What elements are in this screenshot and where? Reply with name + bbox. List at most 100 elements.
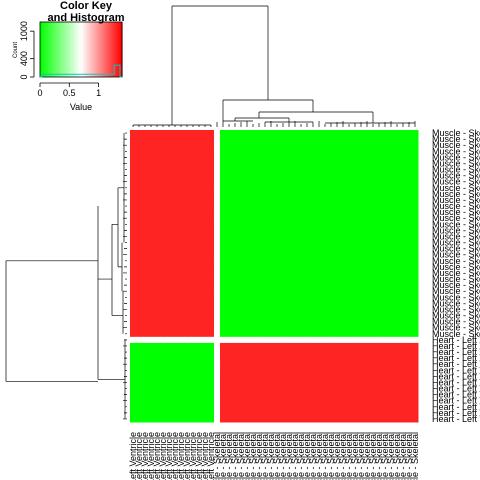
heatmap-cell [244, 342, 251, 350]
heatmap-cell [154, 203, 161, 210]
heatmap-cell [238, 342, 245, 350]
heatmap-cell [214, 282, 221, 289]
heatmap-cell [286, 178, 293, 186]
heatmap-cell [232, 227, 239, 234]
heatmap-cell [352, 269, 359, 277]
heatmap-cell [316, 355, 323, 362]
heatmap-cell [184, 178, 191, 186]
heatmap-cell [298, 415, 305, 423]
heatmap-cell [322, 409, 329, 417]
column-label: Muscle - Skeletal [284, 432, 294, 480]
heatmap-cell [280, 257, 287, 265]
heatmap-cell [286, 263, 293, 271]
heatmap-cell [322, 288, 329, 295]
heatmap-cell [358, 367, 365, 374]
heatmap-cell [130, 190, 137, 198]
heatmap-cell [220, 379, 227, 386]
heatmap-cell [172, 251, 179, 259]
heatmap-cell [376, 391, 383, 399]
heatmap-cell [376, 361, 383, 368]
heatmap-cell [196, 166, 203, 174]
heatmap-cell [262, 415, 269, 423]
heatmap-cell [358, 178, 365, 186]
heatmap-cell [262, 142, 269, 149]
heatmap-cell [316, 160, 323, 167]
heatmap-cell [298, 233, 305, 240]
heatmap-cell [346, 233, 353, 240]
heatmap-cell [352, 154, 359, 161]
heatmap-cell [304, 355, 311, 362]
heatmap-cell [352, 227, 359, 234]
heatmap-cell [394, 288, 401, 295]
heatmap-cell [226, 276, 233, 283]
heatmap-cell [376, 355, 383, 362]
heatmap-cell [280, 184, 287, 192]
heatmap-cell [328, 306, 335, 313]
heatmap-cell [382, 306, 389, 313]
heatmap-cell [202, 239, 209, 247]
heatmap-cell [382, 324, 389, 332]
heatmap-cell [376, 294, 383, 301]
heatmap-cell [184, 312, 191, 320]
heatmap-cell [256, 190, 263, 198]
heatmap-cell [154, 148, 161, 155]
heatmap-cell [334, 209, 341, 216]
column-label: Heart - Left Ventricle [140, 432, 150, 480]
heatmap-cell [172, 160, 179, 167]
heatmap-cell [244, 306, 251, 313]
heatmap-cell [352, 391, 359, 399]
heatmap-cell [286, 349, 293, 356]
heatmap-cell [406, 130, 413, 137]
heatmap-cell [298, 330, 305, 338]
heatmap-cell [214, 251, 221, 259]
heatmap-cell [376, 385, 383, 393]
heatmap-cell [358, 136, 365, 143]
heatmap-cell [322, 282, 329, 289]
heatmap-cell [376, 196, 383, 204]
heatmap-cell [238, 312, 245, 320]
heatmap-cell [202, 403, 209, 411]
heatmap-cell [406, 282, 413, 289]
column-label: Muscle - Skeletal [404, 432, 414, 480]
heatmap-cell [160, 306, 167, 313]
heatmap-cell [202, 142, 209, 149]
heatmap-cell [316, 391, 323, 399]
heatmap-cell [142, 269, 149, 277]
heatmap-cell [334, 336, 341, 344]
heatmap-cell [310, 282, 317, 289]
heatmap-cell [280, 415, 287, 423]
heatmap-cell [202, 367, 209, 374]
heatmap-cell [232, 263, 239, 271]
column-label: Heart - Left Ventricle [146, 432, 156, 480]
heatmap-cell [184, 257, 191, 265]
heatmap-cell [412, 294, 419, 301]
heatmap-cell [208, 391, 215, 399]
heatmap-cell [412, 233, 419, 240]
heatmap-cell [136, 215, 143, 222]
heatmap-cell [190, 184, 197, 192]
heatmap-cell [286, 233, 293, 240]
heatmap-cell [244, 312, 251, 320]
heatmap-cell [172, 373, 179, 380]
heatmap-cell [304, 349, 311, 356]
row-label: Muscle - Skeletal [432, 274, 480, 284]
color-key-swatch [78, 22, 82, 77]
heatmap-cell [196, 221, 203, 228]
heatmap-cell [364, 154, 371, 161]
heatmap-cell [184, 324, 191, 332]
heatmap-cell [274, 373, 281, 380]
heatmap-cell [322, 355, 329, 362]
heatmap-cell [250, 136, 257, 143]
heatmap-cell [166, 409, 173, 417]
heatmap-cell [340, 288, 347, 295]
heatmap-cell [364, 336, 371, 344]
heatmap-cell [202, 324, 209, 332]
heatmap-cell [328, 136, 335, 143]
heatmap-cell [364, 391, 371, 399]
heatmap-cell [232, 415, 239, 423]
heatmap-cell [226, 269, 233, 277]
heatmap-cell [400, 136, 407, 143]
heatmap-cell [250, 269, 257, 277]
heatmap-cell [178, 282, 185, 289]
